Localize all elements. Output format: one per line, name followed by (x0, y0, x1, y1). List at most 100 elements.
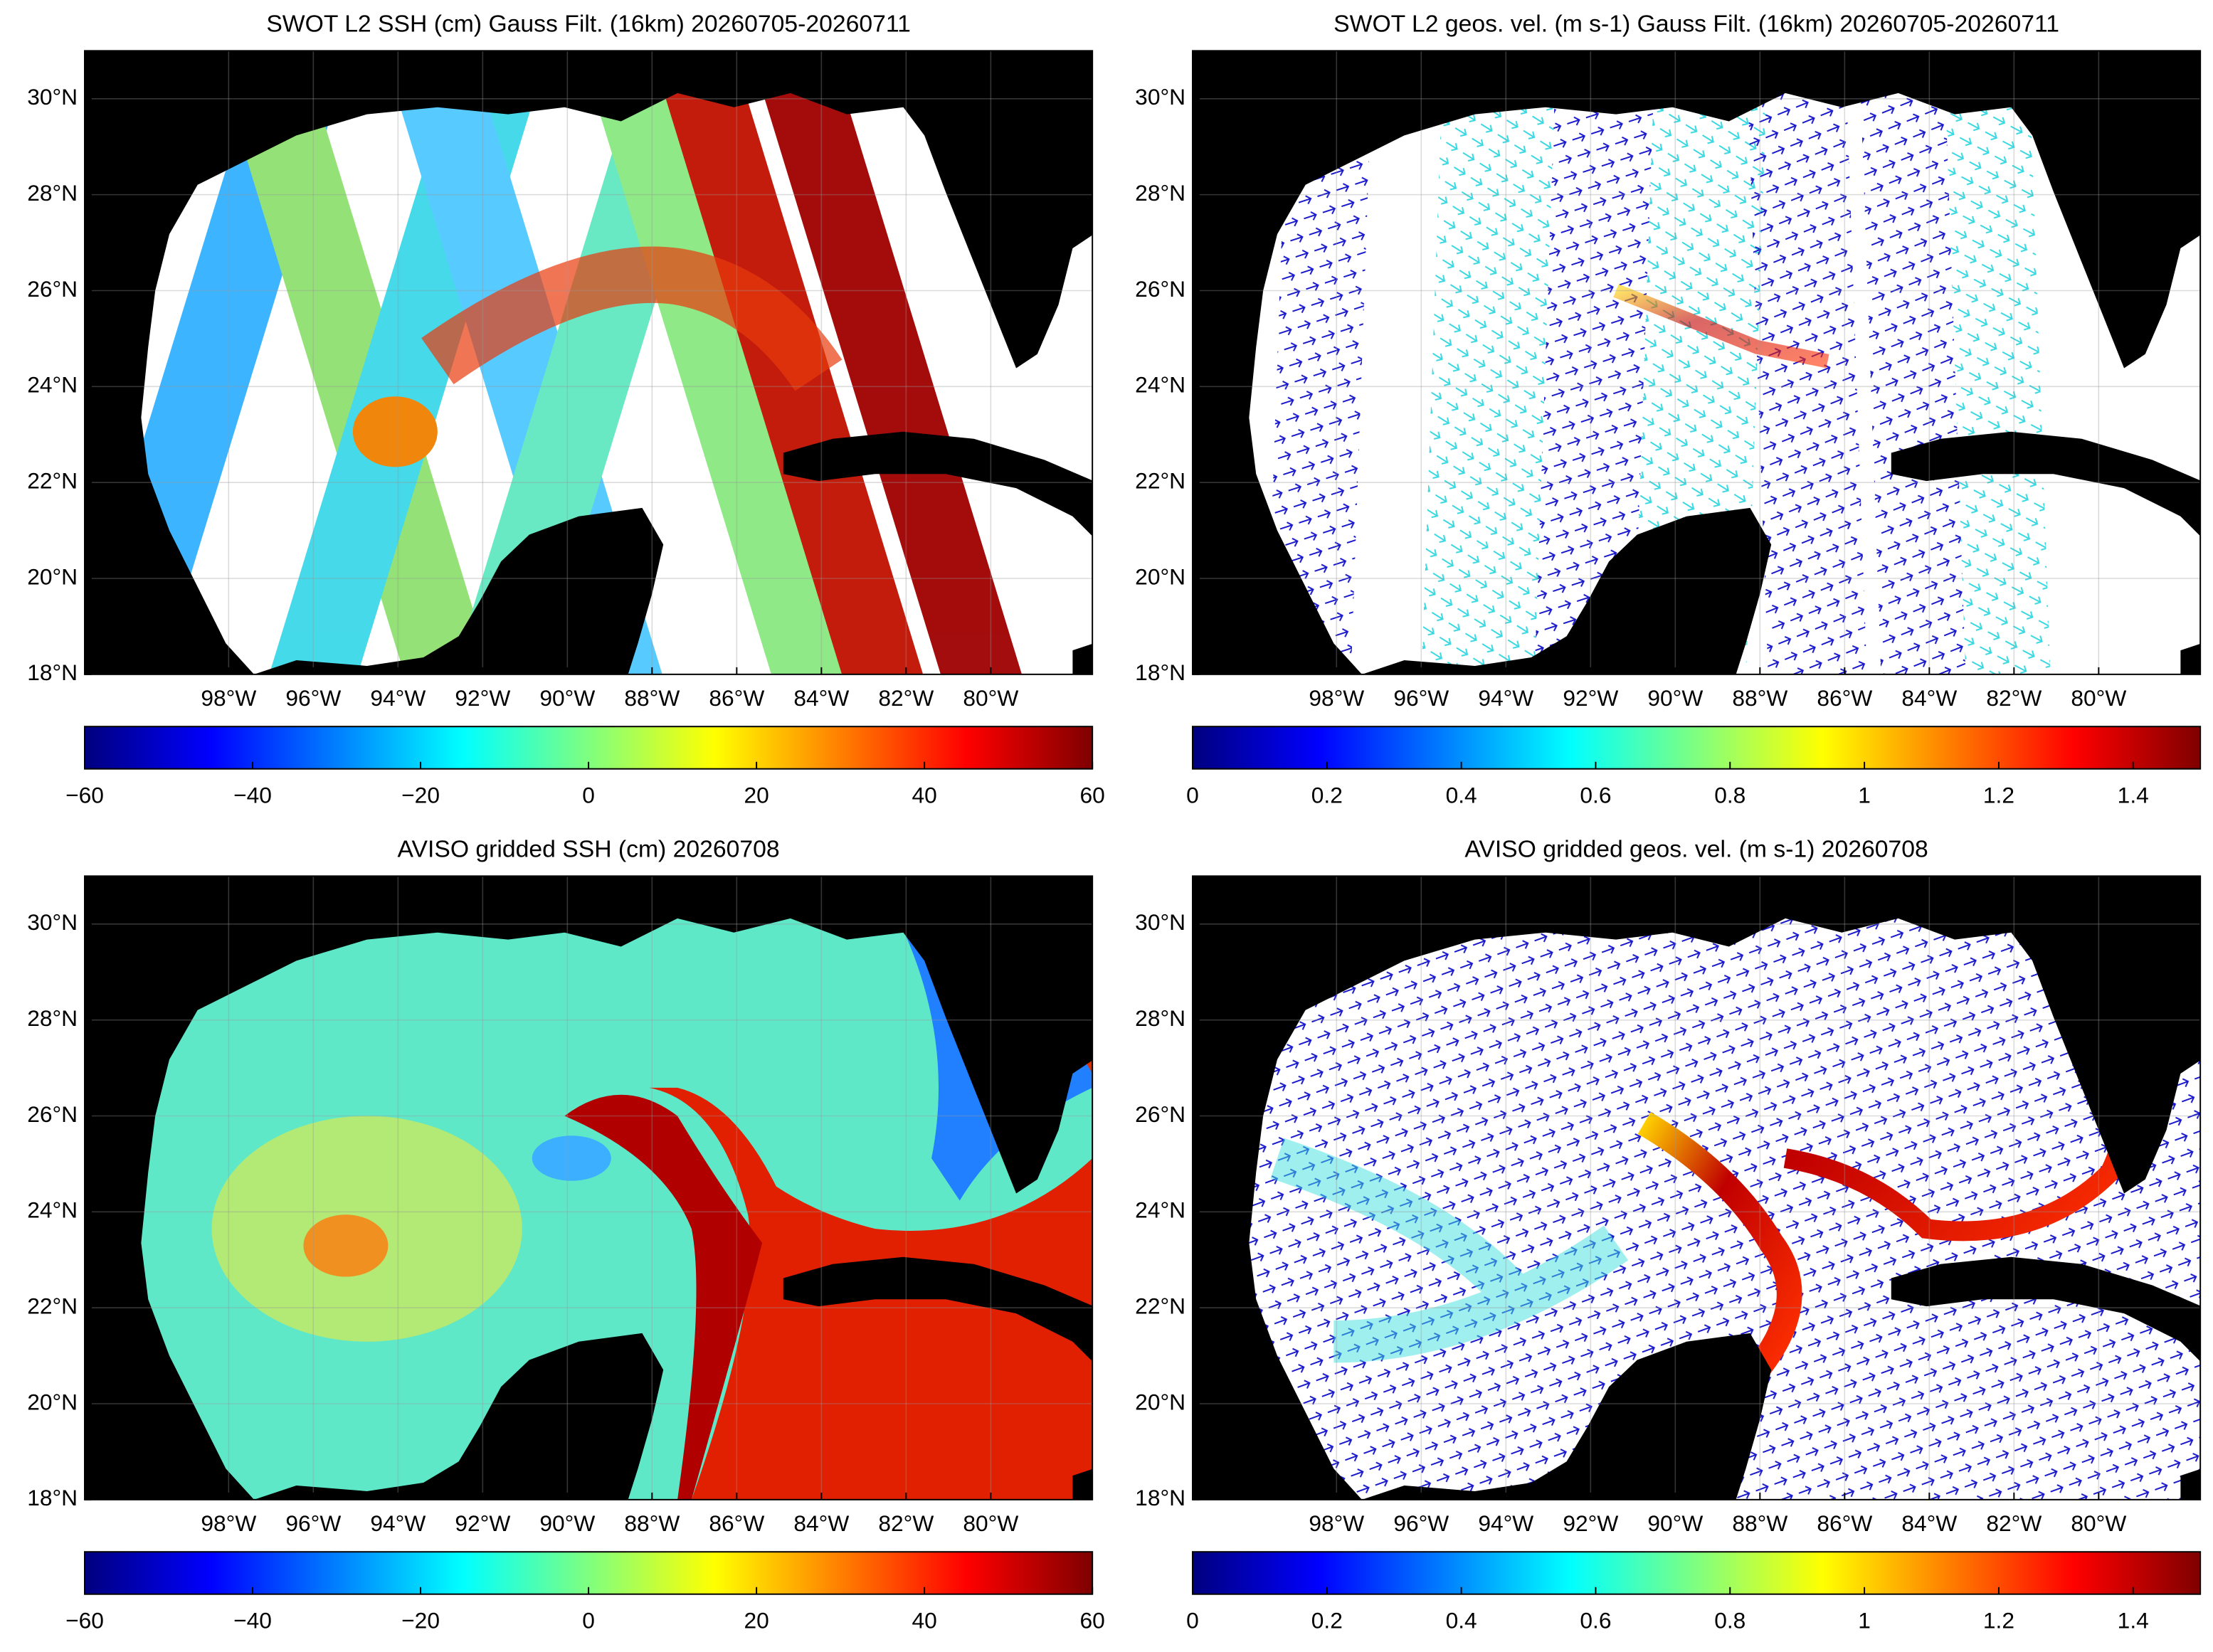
panel-title: AVISO gridded SSH (cm) 20260708 (398, 836, 780, 863)
x-tick-label: 82°W (878, 1510, 934, 1536)
x-tick-label: 94°W (1478, 685, 1533, 711)
y-tick-label: 22°N (27, 1293, 78, 1319)
y-tick-label: 18°N (27, 660, 78, 685)
x-tick-label: 86°W (709, 1510, 764, 1536)
y-tick-label: 28°N (27, 1005, 78, 1031)
x-tick-label: 92°W (1563, 1510, 1618, 1536)
y-tick-label: 24°N (27, 372, 78, 398)
x-tick-label: 96°W (1393, 685, 1449, 711)
y-tick-label: 22°N (27, 468, 78, 494)
colorbar-tick-label: 0.6 (1580, 783, 1611, 808)
x-tick-label: 94°W (370, 1510, 426, 1536)
y-tick-label: 28°N (27, 180, 78, 206)
y-tick-label: 22°N (1135, 468, 1185, 494)
x-tick-label: 98°W (1309, 1510, 1364, 1536)
x-tick-label: 90°W (539, 685, 595, 711)
x-tick-label: 82°W (878, 685, 934, 711)
x-tick-label: 80°W (963, 685, 1018, 711)
y-tick-label: 30°N (1135, 84, 1185, 110)
x-tick-label: 84°W (793, 685, 849, 711)
x-tick-label: 96°W (1393, 1510, 1449, 1536)
colorbar-tick-label: 0.4 (1446, 783, 1477, 808)
y-tick-label: 18°N (1135, 1485, 1185, 1510)
panel-title: AVISO gridded geos. vel. (m s-1) 2026070… (1464, 836, 1928, 863)
colorbar-tick-label: 1.2 (1983, 1608, 2014, 1634)
map-panel (85, 51, 1093, 674)
colorbar-tick-label: −20 (401, 1608, 440, 1634)
x-tick-label: 80°W (2071, 1510, 2126, 1536)
x-tick-label: 94°W (1478, 1510, 1533, 1536)
x-tick-label: 88°W (1732, 685, 1787, 711)
x-tick-label: 84°W (793, 1510, 849, 1536)
y-tick-label: 24°N (1135, 372, 1185, 398)
colorbar-tick-label: 20 (744, 783, 769, 808)
x-tick-label: 98°W (201, 685, 256, 711)
colorbar-tick-label: −40 (233, 783, 272, 808)
y-tick-label: 26°N (27, 276, 78, 302)
x-tick-label: 86°W (709, 685, 764, 711)
colorbar-tick-label: 40 (912, 783, 936, 808)
y-tick-label: 20°N (27, 563, 78, 589)
colorbar (1191, 726, 2202, 770)
x-tick-label: 92°W (1563, 685, 1618, 711)
x-tick-label: 84°W (1901, 1510, 1957, 1536)
x-tick-label: 88°W (1732, 1510, 1787, 1536)
colorbar-tick-label: 0 (1186, 1608, 1199, 1634)
y-tick-label: 18°N (27, 1485, 78, 1510)
x-tick-label: 80°W (2071, 685, 2126, 711)
colorbar-tick-label: 0.8 (1714, 783, 1745, 808)
x-tick-label: 90°W (1647, 685, 1703, 711)
x-tick-label: 86°W (1817, 1510, 1872, 1536)
x-tick-label: 80°W (963, 1510, 1018, 1536)
y-tick-label: 20°N (1135, 1389, 1185, 1414)
y-tick-label: 20°N (1135, 563, 1185, 589)
x-tick-label: 92°W (455, 685, 510, 711)
colorbar-tick-label: −60 (65, 1608, 104, 1634)
colorbar-tick-label: 0.2 (1311, 1608, 1343, 1634)
x-tick-label: 82°W (1986, 1510, 2042, 1536)
y-tick-label: 28°N (1135, 180, 1185, 206)
colorbar-tick-label: 0.6 (1580, 1608, 1611, 1634)
x-tick-label: 90°W (1647, 1510, 1703, 1536)
x-tick-label: 94°W (370, 685, 426, 711)
colorbar-tick-label: −20 (401, 783, 440, 808)
y-tick-label: 30°N (27, 909, 78, 935)
y-tick-label: 18°N (1135, 660, 1185, 685)
colorbar-tick-label: 0.2 (1311, 783, 1343, 808)
map-frame (1191, 50, 2202, 675)
y-tick-label: 26°N (1135, 1101, 1185, 1127)
x-tick-label: 98°W (201, 1510, 256, 1536)
colorbar-tick-label: 40 (912, 1608, 936, 1634)
y-tick-label: 22°N (1135, 1293, 1185, 1319)
colorbar-tick-label: 1.4 (2118, 783, 2149, 808)
colorbar-tick-label: −40 (233, 1608, 272, 1634)
colorbar-tick-label: −60 (65, 783, 104, 808)
y-tick-label: 28°N (1135, 1005, 1185, 1031)
map-panel (1192, 51, 2201, 674)
map-frame (84, 50, 1094, 675)
x-tick-label: 88°W (624, 1510, 680, 1536)
colorbar-tick-label: 0 (1186, 783, 1199, 808)
colorbar-tick-label: 1 (1858, 783, 1871, 808)
y-tick-label: 26°N (1135, 276, 1185, 302)
map-panel (85, 876, 1093, 1500)
x-tick-label: 84°W (1901, 685, 1957, 711)
colorbar-tick-label: 20 (744, 1608, 769, 1634)
colorbar-tick-label: 60 (1080, 783, 1105, 808)
y-tick-label: 30°N (1135, 909, 1185, 935)
colorbar (1191, 1551, 2202, 1595)
x-tick-label: 90°W (539, 1510, 595, 1536)
panel-title: SWOT L2 geos. vel. (m s-1) Gauss Filt. (… (1333, 11, 2059, 38)
colorbar-tick-label: 0.4 (1446, 1608, 1477, 1634)
colorbar-tick-label: 0 (582, 783, 595, 808)
y-tick-label: 20°N (27, 1389, 78, 1414)
colorbar-tick-label: 1 (1858, 1608, 1871, 1634)
y-tick-label: 24°N (1135, 1197, 1185, 1223)
map-frame (1191, 875, 2202, 1500)
x-tick-label: 86°W (1817, 685, 1872, 711)
y-tick-label: 26°N (27, 1101, 78, 1127)
colorbar-tick-label: 1.2 (1983, 783, 2014, 808)
x-tick-label: 96°W (285, 1510, 341, 1536)
